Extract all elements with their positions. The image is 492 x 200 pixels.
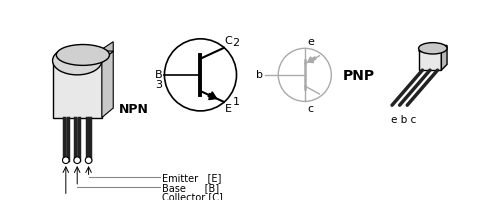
Text: NPN: NPN <box>119 102 149 115</box>
Text: B: B <box>155 70 162 80</box>
Text: 2: 2 <box>232 38 240 48</box>
Circle shape <box>74 157 81 164</box>
Circle shape <box>85 157 92 164</box>
Polygon shape <box>419 46 447 52</box>
Polygon shape <box>441 46 447 71</box>
Polygon shape <box>102 52 113 118</box>
Polygon shape <box>102 42 113 61</box>
Ellipse shape <box>53 47 102 75</box>
FancyArrow shape <box>208 92 216 100</box>
Text: 3: 3 <box>155 80 162 90</box>
Ellipse shape <box>419 43 447 55</box>
Circle shape <box>62 157 69 164</box>
Polygon shape <box>419 52 441 71</box>
FancyArrow shape <box>308 58 316 63</box>
Polygon shape <box>53 50 113 61</box>
Ellipse shape <box>57 45 109 66</box>
Text: Emitter   [E]: Emitter [E] <box>161 172 221 182</box>
Text: e b c: e b c <box>391 114 416 124</box>
Text: Base      [B]: Base [B] <box>161 182 219 192</box>
Text: b: b <box>256 70 263 80</box>
Text: c: c <box>308 104 314 114</box>
Text: e: e <box>308 37 314 47</box>
Text: E: E <box>225 103 232 113</box>
Text: C: C <box>225 36 233 46</box>
Text: Collector [C]: Collector [C] <box>161 191 222 200</box>
Text: PNP: PNP <box>343 69 375 82</box>
Text: 1: 1 <box>232 96 240 106</box>
Polygon shape <box>53 61 102 118</box>
